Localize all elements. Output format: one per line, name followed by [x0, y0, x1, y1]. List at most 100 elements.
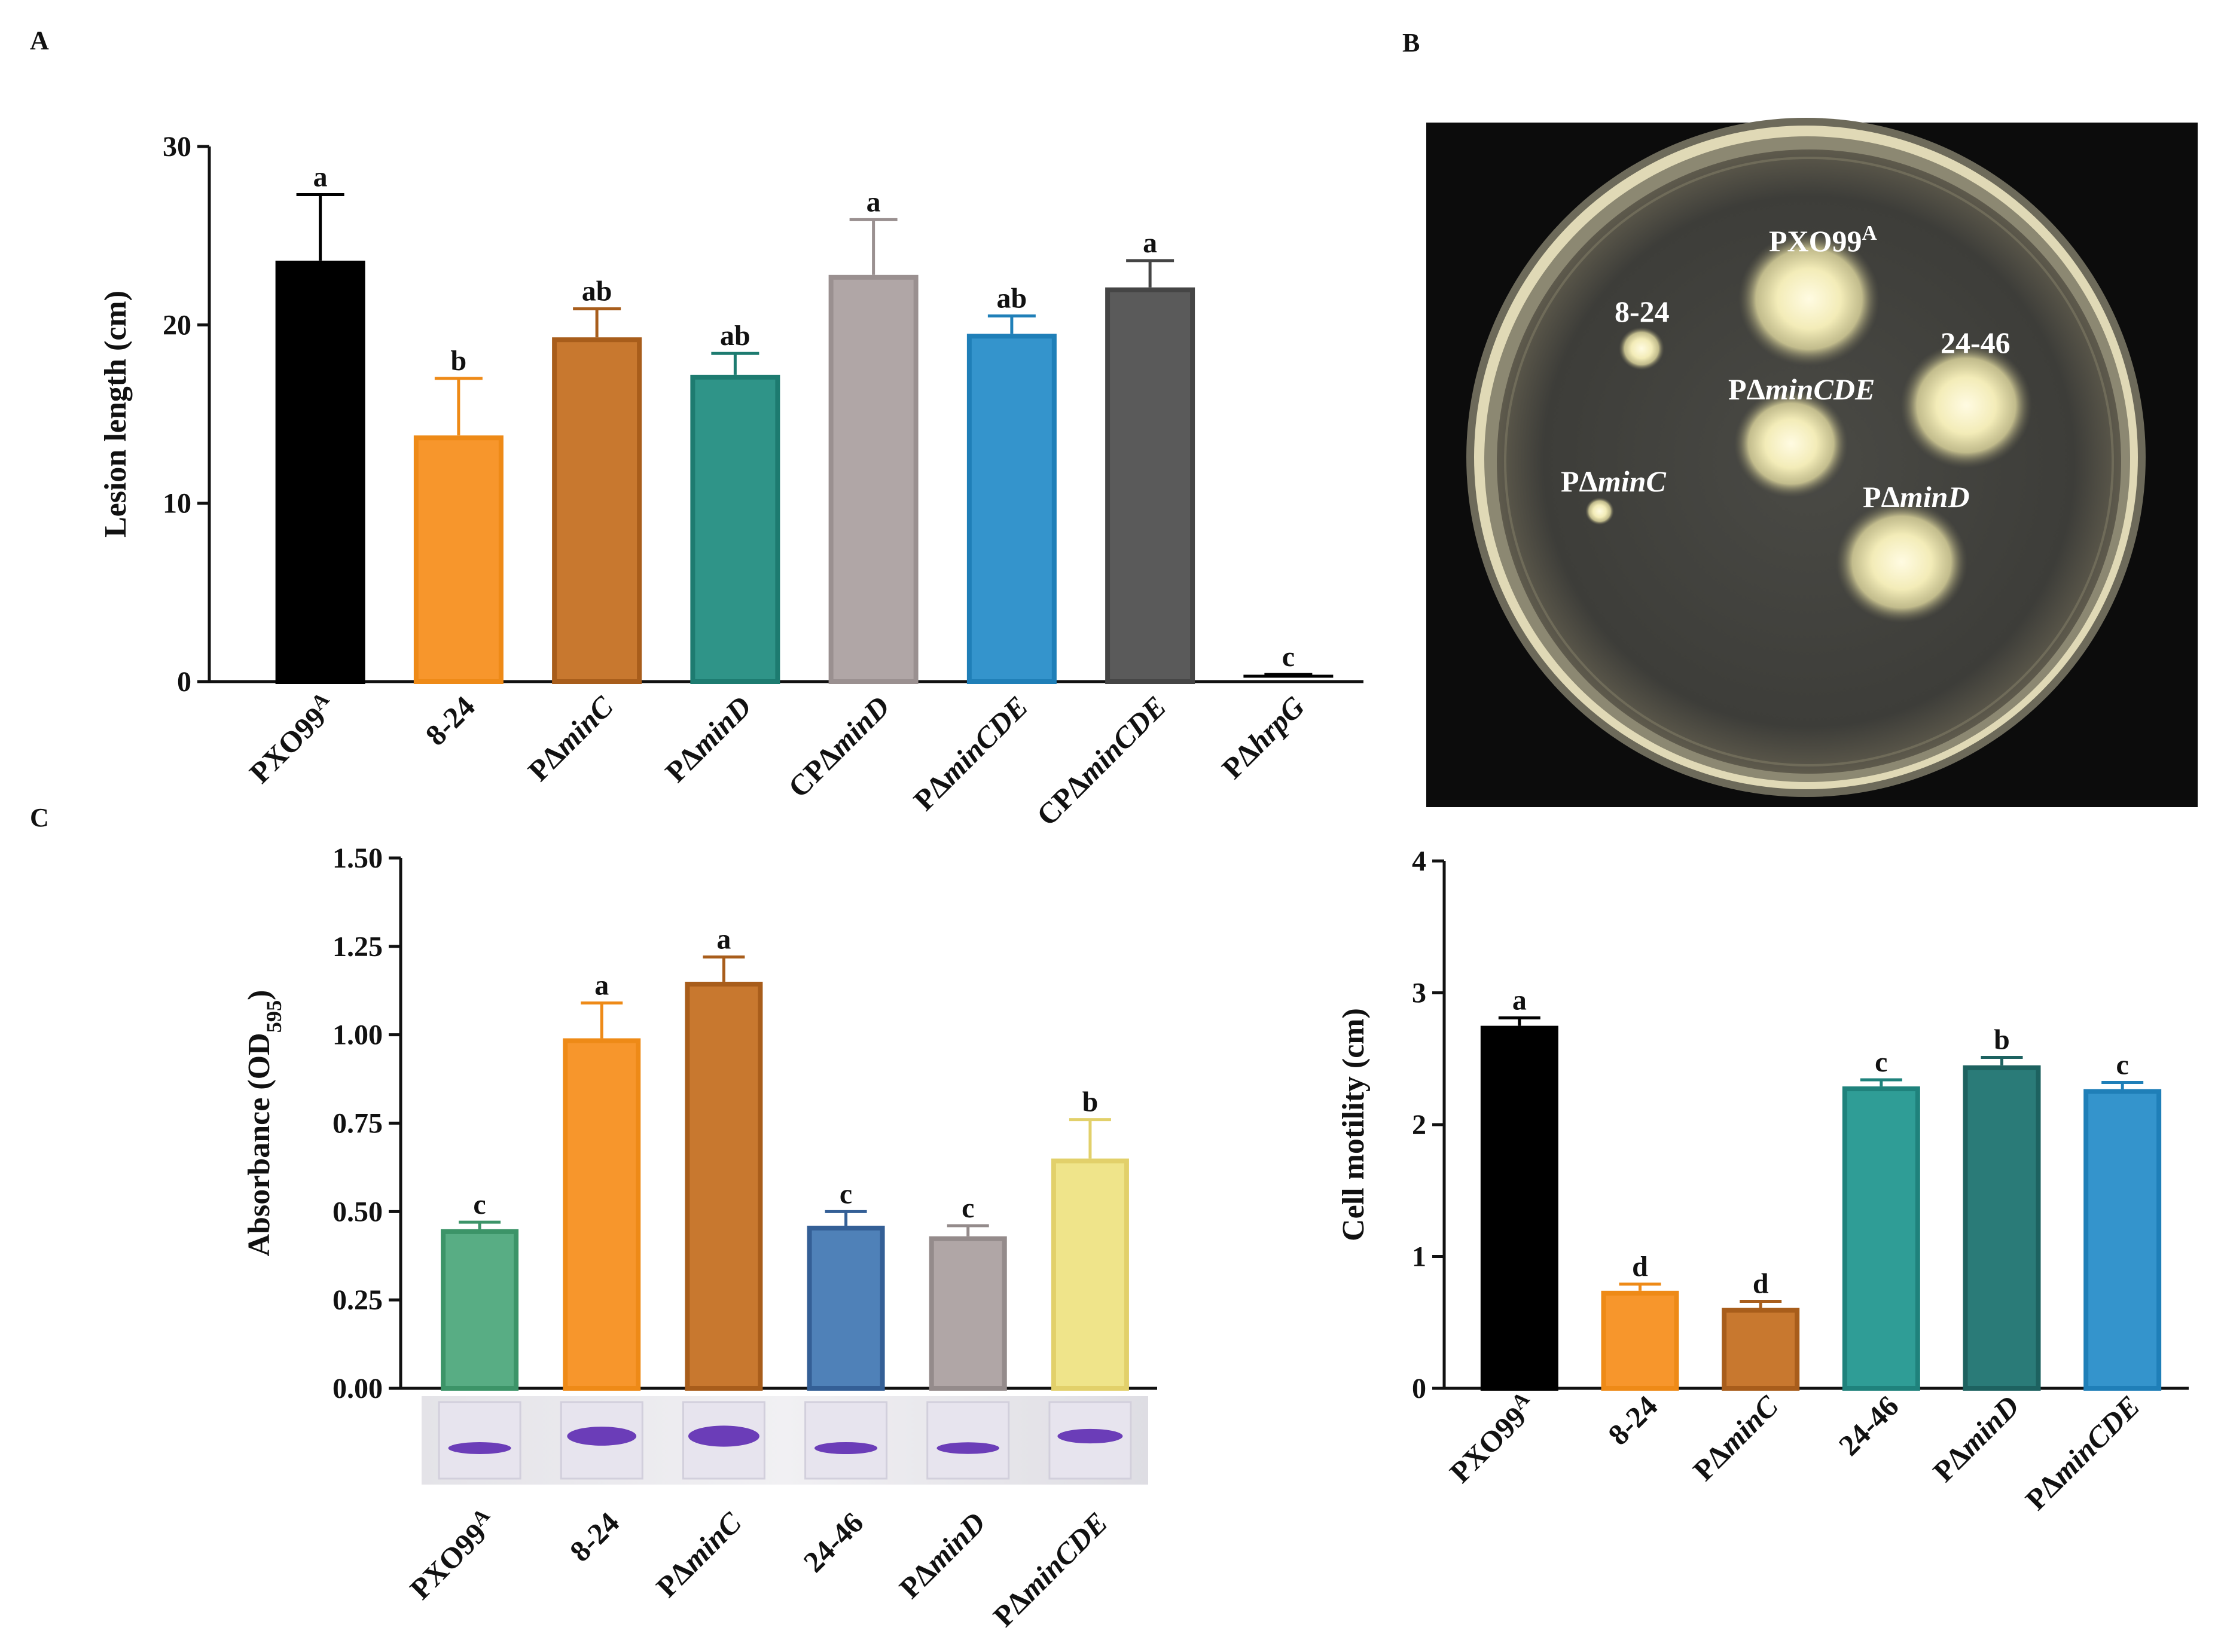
bar-pxo99a: [275, 260, 365, 684]
significance-letter-pdeltaminc: ab: [582, 275, 612, 307]
significance-letter-8-24: d: [1632, 1251, 1648, 1282]
category-label-pxo99a: PXO99A: [1441, 1387, 1543, 1489]
significance-letter-pdeltamincde: b: [1082, 1086, 1099, 1118]
colony-8-24: [1619, 327, 1664, 370]
y-tick-label: 10: [163, 488, 191, 520]
colony-pxo99a: [1738, 232, 1880, 366]
y-tick-label: 1.25: [332, 931, 383, 963]
panel-label-a: A: [30, 26, 49, 55]
plate-label-pxo99a: PXO99A: [1769, 221, 1878, 258]
category-label-pdeltamincde: PΔminCDE: [907, 689, 1035, 817]
category-label-pdeltamind: PΔminD: [893, 1506, 992, 1605]
panel-label-b: B: [1402, 28, 1420, 57]
tube-pxo99a: [438, 1401, 521, 1480]
bar-8-24: [563, 1038, 641, 1391]
bar-cpdeltamincde: [1105, 287, 1195, 684]
y-tick-label: 1.50: [332, 842, 383, 874]
lesion-length-chart: 0 10 20 30 Lesion length (cm) a PXO99A b 8-24 ab P…: [99, 131, 1363, 832]
crystal-violet-strip: [422, 1396, 1148, 1485]
bar-24-46: [1842, 1086, 1920, 1391]
y-tick-label: 0.00: [332, 1373, 383, 1404]
significance-letter-pdeltamincde: ab: [997, 282, 1027, 314]
significance-letter-pdeltamincde: c: [2116, 1049, 2129, 1080]
biofilm-absorbance-chart: 0.00 0.25 0.50 0.75 1.00 1.25 1.50 Absorbance (…: [242, 842, 1157, 1633]
y-tick-label: 0.25: [332, 1284, 383, 1316]
category-label-cpdeltamincde: CPΔminCDE: [1030, 689, 1173, 832]
category-label-pdeltamincde: PΔminCDE: [987, 1506, 1114, 1633]
bar-pdeltaminc: [685, 981, 763, 1391]
biofilm-ring-pdeltamind: [936, 1442, 1000, 1454]
category-label-8-24: 8-24: [563, 1506, 626, 1568]
significance-letter-pdeltamind: c: [962, 1192, 974, 1224]
significance-letter-24-46: c: [1875, 1046, 1887, 1078]
significance-letter-pdeltamind: b: [1994, 1024, 2010, 1056]
colony-pdeltamincde: [1734, 390, 1848, 497]
significance-letter-pdeltamind: ab: [720, 320, 750, 352]
plate-label-pdeltamind: PΔminD: [1863, 480, 1970, 514]
significance-letter-pxo99a: a: [313, 161, 328, 193]
y-axis-label: Cell motility (cm): [1337, 1008, 1371, 1241]
category-label-pdeltamind: PΔminD: [1926, 1389, 2025, 1488]
plate-label-8-24: 8-24: [1615, 295, 1670, 328]
category-label-pdeltaminc: PΔminC: [649, 1506, 748, 1604]
colony-pdeltamind: [1836, 501, 1967, 623]
biofilm-ring-pxo99a: [448, 1442, 511, 1454]
bar-pdeltaminc: [1722, 1308, 1800, 1391]
bar-8-24: [413, 435, 504, 684]
bar-pdeltaminc: [552, 337, 642, 684]
y-tick-label: 4: [1412, 845, 1426, 877]
tube-24-46: [804, 1401, 888, 1480]
category-label-pxo99a: PXO99A: [401, 1503, 504, 1606]
significance-letter-pdeltahrpg: c: [1282, 641, 1295, 673]
category-label-8-24: 8-24: [1601, 1389, 1664, 1451]
y-tick-label: 1: [1412, 1241, 1426, 1273]
bar-24-46: [807, 1225, 885, 1391]
colony-pdeltaminc: [1585, 497, 1614, 525]
biofilm-ring-pdeltamincde: [1057, 1428, 1123, 1444]
significance-letter-pdeltaminc: d: [1753, 1268, 1769, 1299]
category-label-24-46: 24-46: [1832, 1389, 1905, 1462]
tube-pdeltamind: [926, 1401, 1010, 1480]
category-label-pdeltahrpg: PΔhrpG: [1215, 689, 1311, 785]
category-label-24-46: 24-46: [797, 1506, 870, 1578]
dish-inner-ring: [1504, 157, 2114, 767]
category-label-cpdeltamind: CPΔminD: [782, 689, 896, 804]
significance-letter-pdeltaminc: a: [716, 924, 731, 955]
significance-letter-pxo99a: c: [473, 1189, 486, 1220]
significance-letter-8-24: b: [451, 345, 467, 377]
biofilm-ring-8-24: [567, 1427, 637, 1446]
y-tick-label: 20: [163, 309, 191, 341]
significance-letter-cpdeltamincde: a: [1143, 227, 1157, 259]
category-label-8-24: 8-24: [419, 689, 481, 752]
biofilm-ring-24-46: [814, 1442, 878, 1455]
strip-background: [422, 1396, 1148, 1485]
cell-motility-chart: 0 1 2 3 4 Cell motility (cm) a PXO99A d 8-24 d PΔmi…: [1337, 845, 2189, 1516]
bar-pdeltamind: [690, 374, 780, 684]
panel-label-c: C: [30, 803, 49, 832]
y-axis-label: Absorbance (OD595): [242, 990, 286, 1256]
petri-dish-photo: PXO99A 8-24 24-46 PΔminCDE PΔminC PΔminD: [1426, 118, 2198, 807]
biofilm-ring-pdeltaminc: [688, 1425, 759, 1447]
significance-letter-pxo99a: a: [1512, 984, 1527, 1016]
category-label-pdeltamincde: PΔminCDE: [2019, 1389, 2146, 1516]
y-tick-label: 2: [1412, 1109, 1426, 1141]
category-label-pdeltaminc: PΔminC: [1686, 1389, 1784, 1487]
bar-pdeltamind: [1963, 1065, 2041, 1391]
bar-pdeltamincde: [2083, 1089, 2162, 1391]
bar-cpdeltamind: [828, 274, 919, 684]
bar-pdeltamincde: [966, 334, 1057, 684]
significance-letter-8-24: a: [594, 969, 609, 1001]
plate-label-pdeltaminc: PΔminC: [1561, 465, 1666, 498]
plate-label-pdeltamincde: PΔminCDE: [1728, 372, 1875, 406]
y-tick-label: 0.50: [332, 1196, 383, 1227]
bar-pxo99a: [1480, 1025, 1558, 1391]
colony-24-46: [1900, 343, 2032, 468]
y-tick-label: 0: [1412, 1373, 1426, 1404]
plate-label-24-46: 24-46: [1941, 326, 2011, 359]
y-tick-label: 1.00: [332, 1019, 383, 1051]
significance-letter-cpdeltamind: a: [867, 186, 881, 218]
bar-pxo99a: [441, 1229, 519, 1391]
category-label-pdeltamind: PΔminD: [658, 689, 758, 789]
y-tick-label: 0.75: [332, 1108, 383, 1140]
